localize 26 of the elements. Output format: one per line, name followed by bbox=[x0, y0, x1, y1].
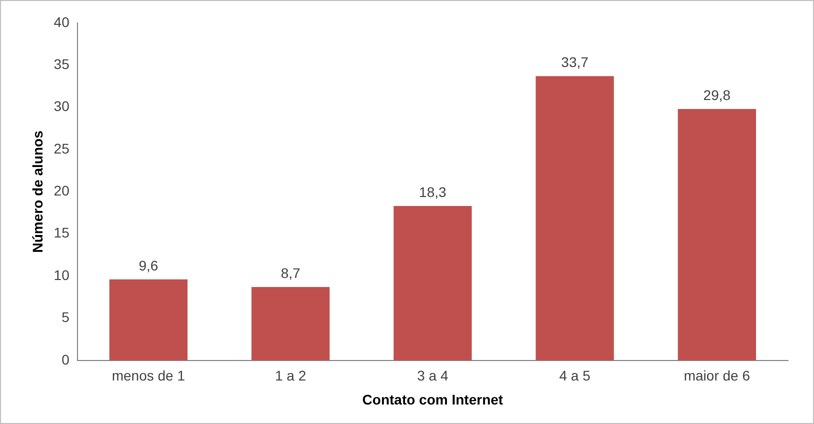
y-tick-label: 25 bbox=[54, 140, 70, 156]
x-tick-label: 3 a 4 bbox=[417, 368, 448, 384]
bar bbox=[109, 279, 188, 360]
bar bbox=[251, 287, 330, 360]
data-label: 9,6 bbox=[138, 257, 158, 274]
y-tick-label: 0 bbox=[62, 351, 70, 368]
y-tick-label: 5 bbox=[62, 309, 70, 326]
data-label: 29,8 bbox=[703, 86, 731, 103]
y-tick-label: 35 bbox=[54, 56, 70, 72]
data-label: 33,7 bbox=[561, 54, 589, 70]
x-tick-label: menos de 1 bbox=[112, 368, 186, 384]
data-label: 8,7 bbox=[280, 264, 300, 281]
y-tick-label: 30 bbox=[54, 98, 70, 114]
bar bbox=[678, 109, 756, 360]
x-tick-label: 4 a 5 bbox=[559, 368, 591, 384]
x-axis-title: Contato com Internet bbox=[362, 391, 504, 408]
y-tick-label: 20 bbox=[54, 182, 70, 199]
x-tick-label: 1 a 2 bbox=[274, 368, 306, 384]
data-label: 18,3 bbox=[419, 184, 447, 200]
x-tick-label: maior de 6 bbox=[684, 368, 750, 384]
y-axis-title: Número de alunos bbox=[29, 130, 46, 253]
y-tick-label: 15 bbox=[54, 224, 70, 241]
y-tick-label: 10 bbox=[54, 266, 70, 283]
y-tick-label: 40 bbox=[54, 14, 70, 30]
bar bbox=[394, 206, 472, 360]
bar bbox=[536, 76, 614, 360]
